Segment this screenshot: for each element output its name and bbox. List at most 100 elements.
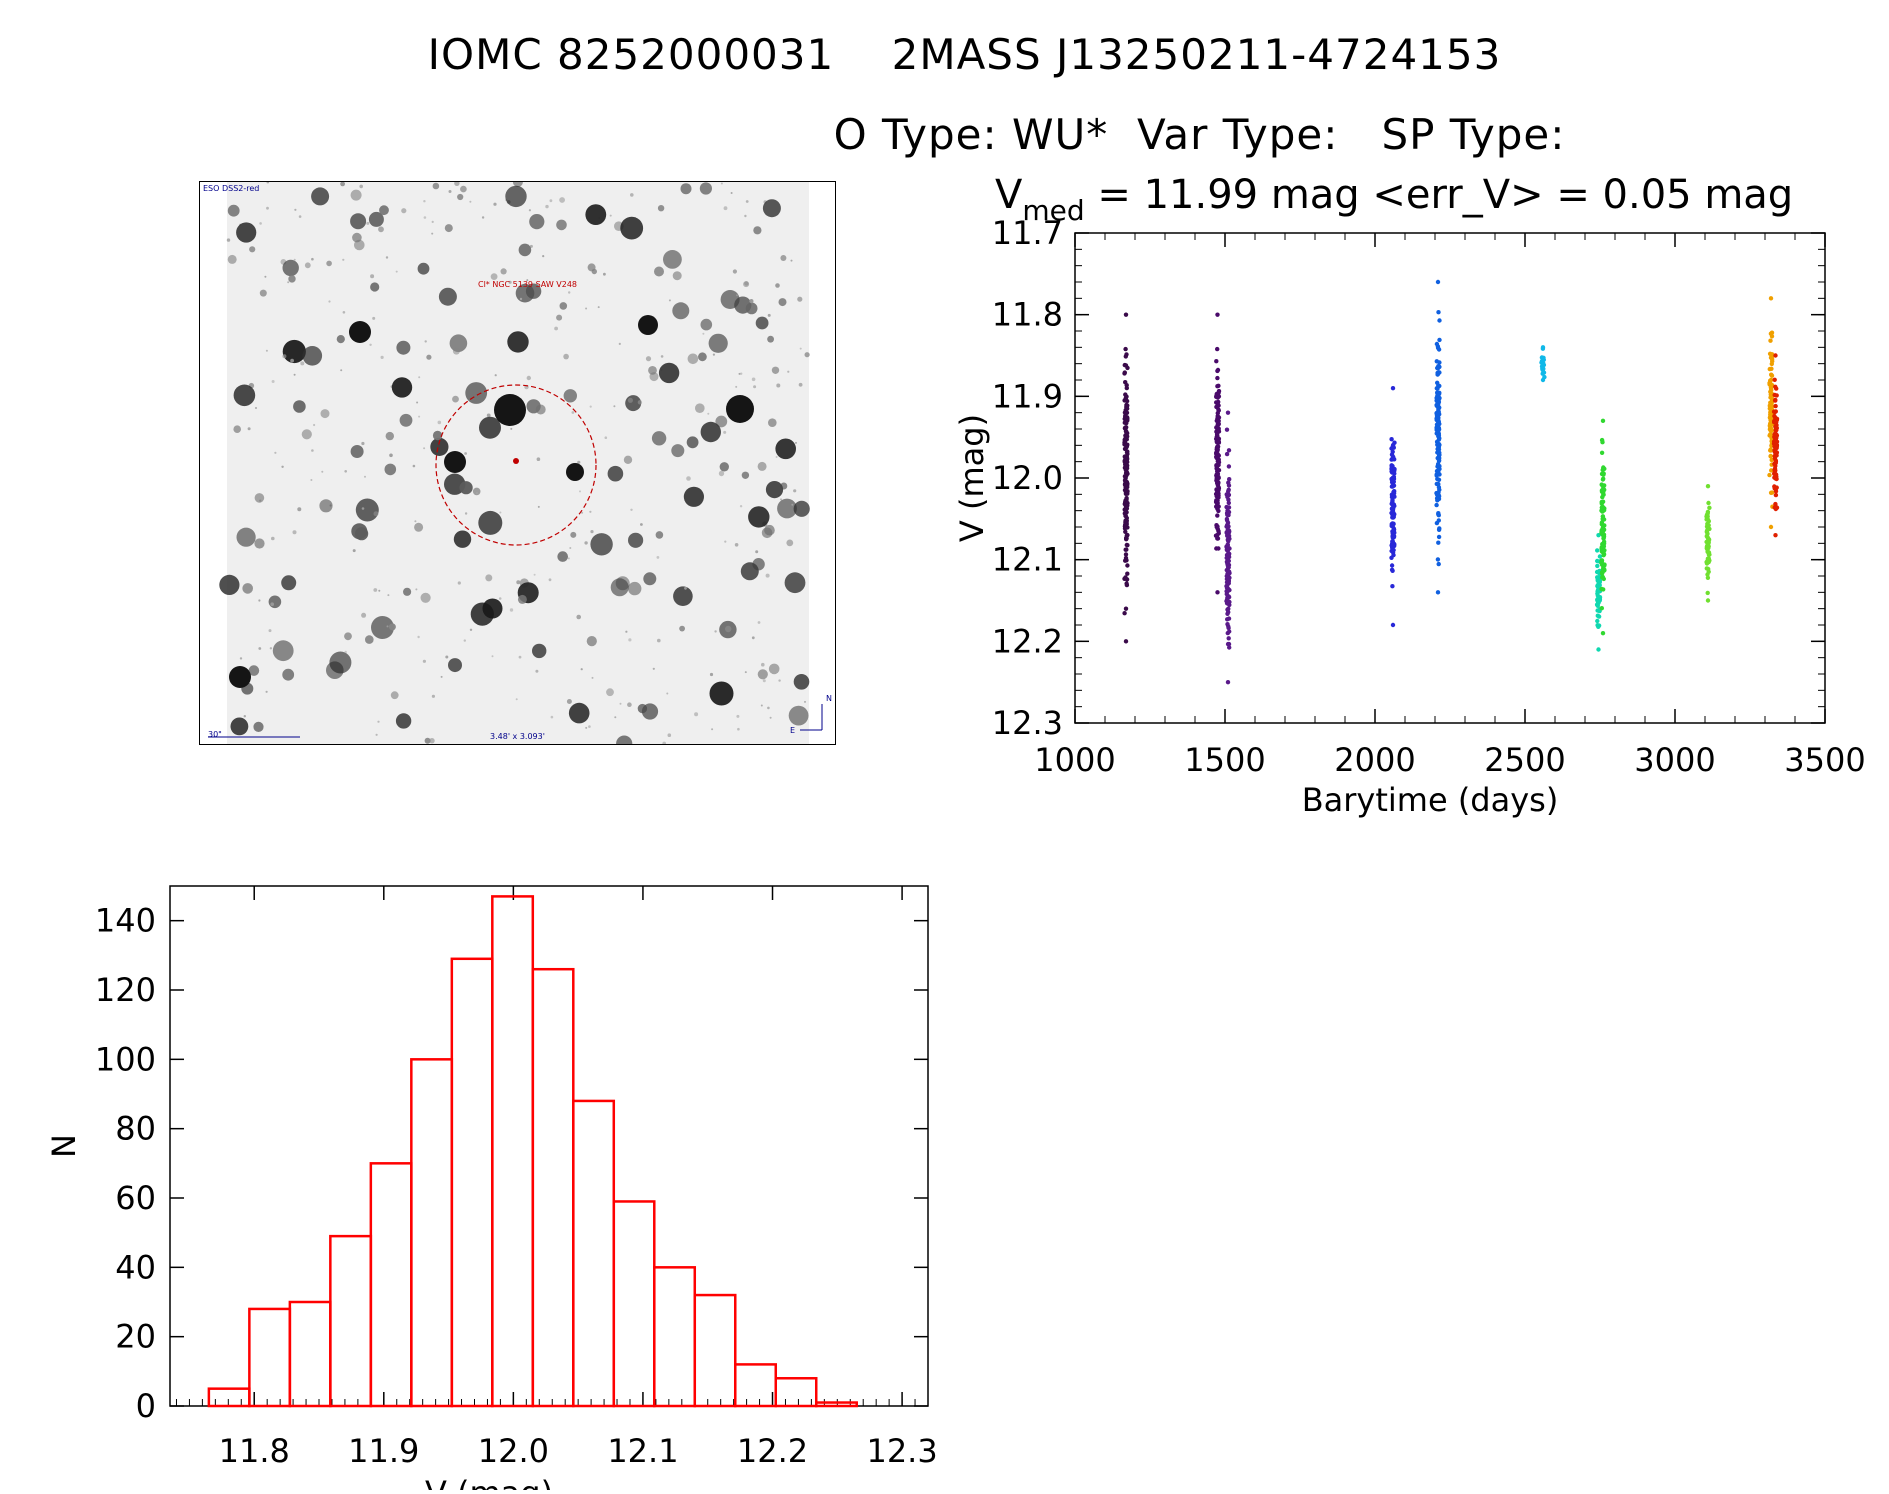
- star: [571, 411, 575, 414]
- star: [499, 511, 502, 514]
- data-point: [1392, 530, 1397, 535]
- star: [417, 262, 430, 275]
- star: [459, 481, 473, 495]
- histogram-bar: [491, 895, 535, 1408]
- star: [753, 385, 757, 389]
- data-point: [1434, 359, 1439, 364]
- data-point: [1600, 477, 1606, 482]
- data-point: [1436, 561, 1441, 567]
- y-tick-label: 12.1: [992, 541, 1063, 579]
- star: [711, 728, 714, 731]
- y-tick-label: 140: [95, 902, 156, 940]
- star: [416, 401, 419, 404]
- star: [590, 530, 594, 534]
- star: [628, 638, 632, 642]
- y-tick-label: 11.7: [992, 214, 1063, 252]
- star: [529, 214, 545, 230]
- star: [630, 508, 633, 511]
- star: [619, 702, 622, 705]
- star: [310, 479, 313, 481]
- star: [684, 586, 687, 590]
- data-point: [1125, 563, 1130, 568]
- star: [418, 376, 421, 379]
- data-point: [1226, 539, 1231, 544]
- data-point: [1773, 353, 1778, 358]
- data-point: [1391, 533, 1397, 539]
- x-tick-label: 12.2: [737, 1432, 808, 1470]
- data-point: [1215, 513, 1220, 518]
- star: [254, 538, 265, 549]
- star: [559, 302, 568, 310]
- star: [755, 550, 759, 554]
- star: [767, 313, 771, 317]
- star: [586, 636, 597, 647]
- star: [618, 342, 621, 345]
- data-point: [1705, 590, 1710, 596]
- data-point: [1435, 390, 1440, 395]
- star: [725, 625, 732, 633]
- star: [780, 255, 787, 261]
- data-point: [1216, 439, 1221, 444]
- star: [793, 500, 810, 517]
- x-tick-label: 11.8: [219, 1432, 290, 1470]
- star: [784, 572, 806, 594]
- data-point: [1216, 546, 1221, 551]
- star: [281, 465, 284, 468]
- star: [249, 246, 256, 253]
- star: [757, 621, 761, 624]
- star: [581, 511, 584, 514]
- star: [430, 437, 449, 456]
- data-point: [1123, 363, 1129, 368]
- star: [591, 676, 594, 679]
- data-point: [1215, 312, 1220, 317]
- star: [570, 531, 577, 538]
- data-point: [1389, 437, 1394, 442]
- star: [254, 493, 265, 503]
- star: [640, 523, 643, 526]
- data-point: [1773, 403, 1778, 409]
- data-point: [1437, 421, 1442, 427]
- star: [526, 375, 531, 381]
- data-point: [1125, 571, 1130, 576]
- finder-chart-image: ESO DSS2-red Cl* NGC 5139 SAW V248 30" 3…: [199, 181, 836, 745]
- data-point: [1226, 500, 1231, 506]
- star: [368, 211, 384, 227]
- star: [804, 700, 806, 703]
- star: [735, 385, 738, 388]
- star: [739, 505, 743, 508]
- star: [577, 460, 581, 464]
- data-point: [1124, 465, 1129, 470]
- star: [793, 489, 797, 493]
- data-point: [1226, 594, 1232, 600]
- star: [709, 672, 714, 677]
- data-point: [1391, 502, 1397, 507]
- data-point: [1768, 524, 1774, 530]
- data-point: [1123, 479, 1128, 485]
- star: [528, 209, 531, 212]
- star: [563, 353, 569, 360]
- star: [437, 420, 442, 425]
- star: [516, 580, 521, 585]
- star: [525, 283, 542, 299]
- data-point: [1123, 639, 1129, 644]
- star: [637, 400, 643, 405]
- star: [765, 573, 770, 578]
- data-point: [1436, 310, 1441, 315]
- star: [486, 413, 491, 418]
- star: [719, 462, 729, 472]
- star: [274, 451, 277, 454]
- star: [778, 298, 787, 307]
- star: [700, 318, 713, 331]
- data-point: [1601, 552, 1607, 557]
- title-rest: = 11.99 mag <err_V> = 0.05 mag: [1085, 172, 1794, 218]
- data-point: [1599, 450, 1605, 455]
- data-point: [1437, 337, 1442, 343]
- star: [227, 204, 240, 217]
- data-point: [1773, 438, 1778, 443]
- data-point: [1599, 606, 1604, 611]
- star: [342, 311, 346, 314]
- histogram-bar: [410, 1058, 454, 1408]
- data-point: [1599, 586, 1604, 592]
- data-point: [1773, 468, 1778, 473]
- data-point: [1216, 460, 1222, 465]
